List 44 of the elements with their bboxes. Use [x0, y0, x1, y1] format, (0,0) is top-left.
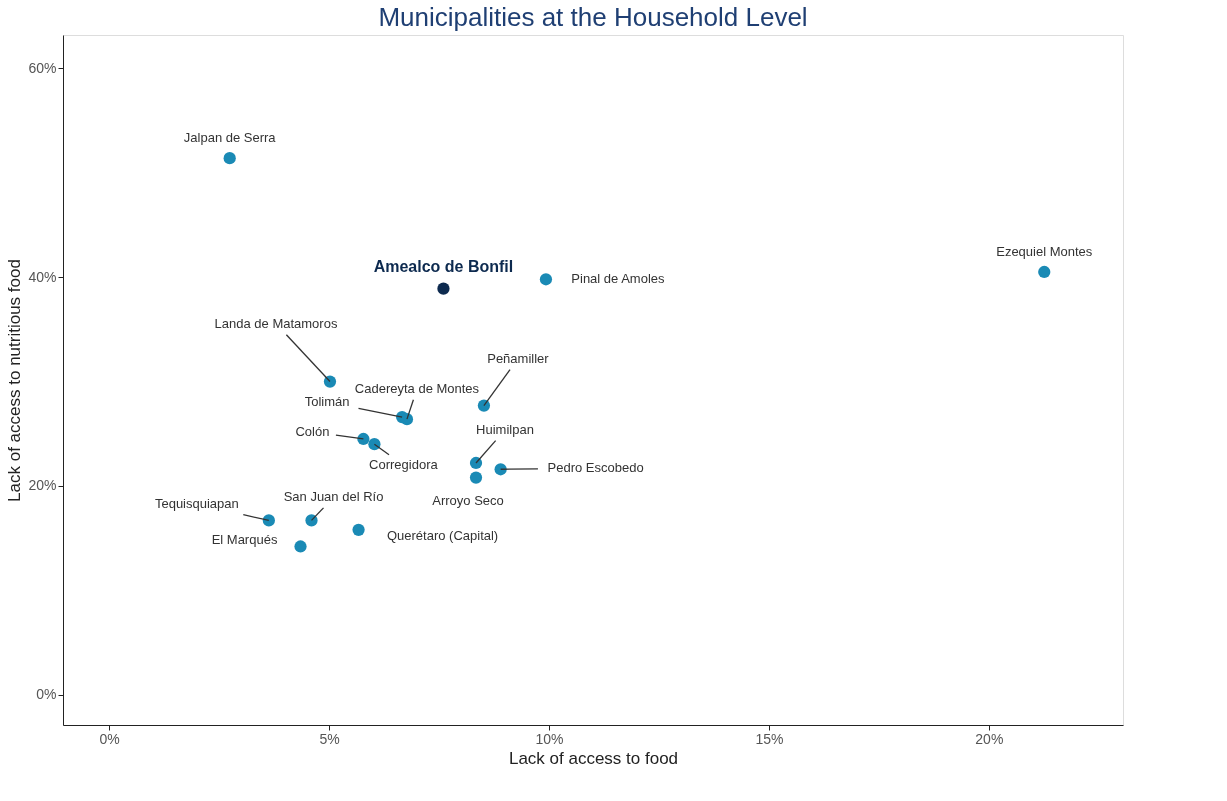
annotation: Jalpan de Serra — [183, 130, 277, 146]
point — [357, 432, 370, 446]
annotation: Amealco de Bonfil — [373, 257, 514, 275]
point — [294, 540, 307, 553]
annotation: Huimilpan — [476, 421, 534, 437]
point — [368, 438, 381, 451]
annotation: Peñamiller — [487, 350, 550, 366]
y-tick-label: 0% — [36, 686, 57, 703]
annotation: Tolimán — [304, 394, 350, 410]
x-tick-label: 0% — [99, 730, 120, 747]
x-tick-label: 10% — [535, 730, 564, 747]
point — [494, 463, 507, 476]
point — [305, 514, 318, 527]
x-tick-label: 15% — [755, 730, 784, 747]
x-tick-label: 5% — [319, 730, 340, 747]
point — [539, 273, 553, 286]
point — [352, 523, 365, 536]
point — [1038, 265, 1051, 279]
annotation: Pedro Escobedo — [547, 460, 644, 476]
point — [223, 152, 236, 165]
annotation: Corregidora — [369, 457, 439, 473]
annotation: Colón — [295, 423, 330, 439]
annotation: Arroyo Seco — [432, 492, 504, 508]
point — [437, 282, 450, 295]
y-tick-label: 40% — [28, 268, 57, 285]
annotation: Querétaro (Capital) — [386, 527, 499, 543]
point — [469, 471, 483, 484]
point — [469, 456, 483, 470]
annotation: Landa de Matamoros — [214, 315, 338, 331]
x-axis-title: Lack of access to food — [508, 748, 679, 768]
point — [477, 399, 491, 412]
annotation: Tequisquiapan — [154, 496, 239, 512]
y-tick-label: 20% — [28, 477, 57, 494]
chart-title: Municipalities at the Household Level — [378, 2, 808, 32]
annotation: Cadereyta de Montes — [354, 381, 480, 397]
y-axis-title: Lack of access to nutritious food — [5, 259, 25, 502]
annotation: Ezequiel Montes — [996, 243, 1093, 259]
annotation: San Juan del Río — [283, 489, 384, 505]
point — [400, 413, 414, 426]
annotation: El Marqués — [211, 532, 278, 548]
annotation: Pinal de Amoles — [571, 271, 666, 287]
y-tick-label: 60% — [28, 59, 57, 76]
x-tick-label: 20% — [975, 730, 1004, 747]
point — [262, 514, 275, 527]
